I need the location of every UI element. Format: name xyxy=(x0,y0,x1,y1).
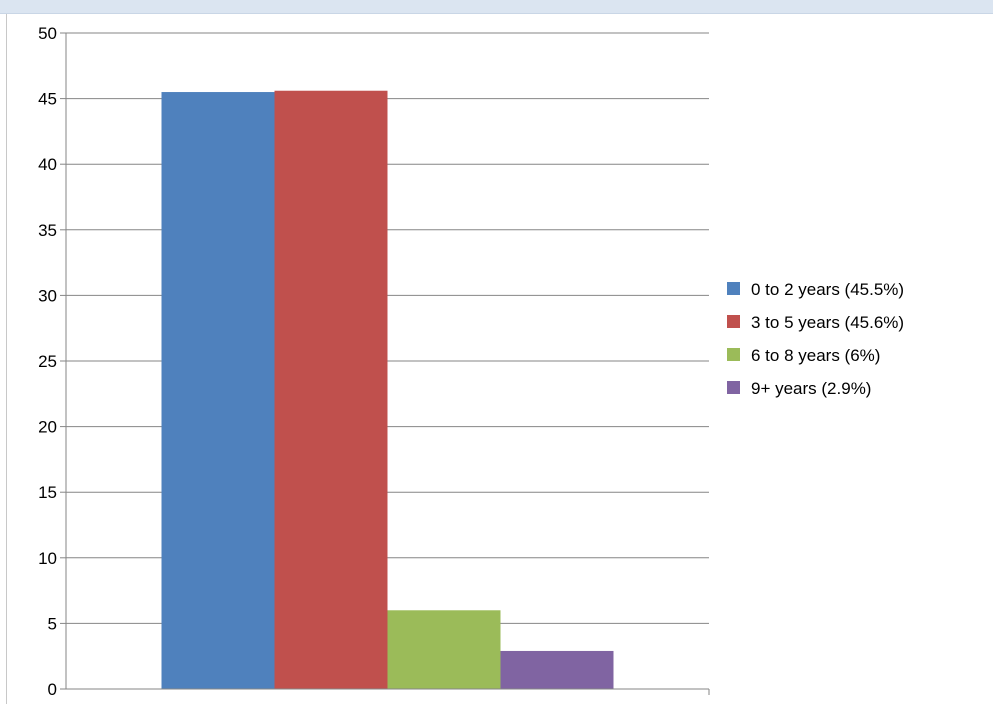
legend-swatch xyxy=(727,315,740,328)
bar-3 xyxy=(387,610,501,689)
y-tick-label: 35 xyxy=(38,221,57,240)
legend-swatch xyxy=(727,348,740,361)
y-tick-label: 15 xyxy=(38,483,57,502)
legend-label: 6 to 8 years (6%) xyxy=(751,346,880,365)
y-tick-label: 20 xyxy=(38,418,57,437)
bar-4 xyxy=(500,650,614,689)
y-tick-label: 40 xyxy=(38,155,57,174)
legend-swatch xyxy=(727,381,740,394)
y-tick-label: 50 xyxy=(38,24,57,43)
y-tick-label: 30 xyxy=(38,286,57,305)
legend-label: 9+ years (2.9%) xyxy=(751,379,871,398)
frame-left-border xyxy=(6,14,7,704)
legend: 0 to 2 years (45.5%) 3 to 5 years (45.6%)… xyxy=(727,280,904,398)
y-tick-label: 0 xyxy=(48,680,57,699)
legend-label: 3 to 5 years (45.6%) xyxy=(751,313,904,332)
bars xyxy=(161,90,614,690)
y-tick-label: 25 xyxy=(38,352,57,371)
bar-2 xyxy=(274,90,388,689)
y-tick-label: 10 xyxy=(38,549,57,568)
y-tick-label: 45 xyxy=(38,90,57,109)
y-tick-label: 5 xyxy=(48,614,57,633)
bar-1 xyxy=(161,92,275,690)
window-top-strip xyxy=(0,0,993,14)
legend-label: 0 to 2 years (45.5%) xyxy=(751,280,904,299)
legend-swatch xyxy=(727,282,740,295)
axes: 0 5 10 15 20 25 30 35 40 45 50 xyxy=(38,24,710,699)
